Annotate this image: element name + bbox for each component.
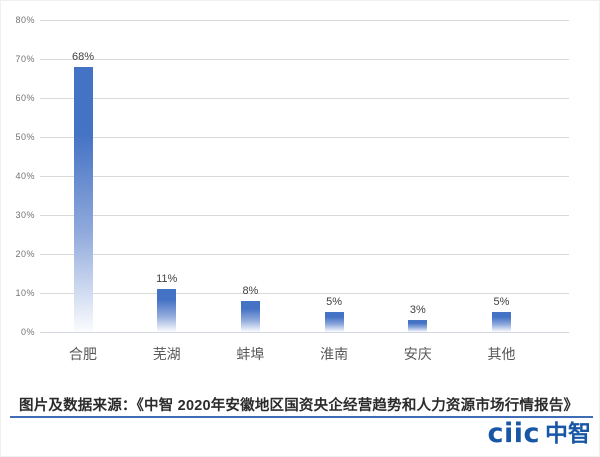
y-tick-label: 40% bbox=[15, 171, 35, 181]
y-tick-label: 80% bbox=[15, 15, 35, 25]
gridline bbox=[40, 58, 569, 60]
bar-value-label: 3% bbox=[409, 304, 426, 316]
divider-line bbox=[10, 416, 593, 418]
y-tick-label: 30% bbox=[15, 210, 35, 220]
x-category-label: 芜湖 bbox=[152, 346, 181, 362]
logo-cjk-text: 中智 bbox=[545, 420, 591, 446]
gridline bbox=[40, 292, 569, 294]
x-axis-line bbox=[40, 331, 569, 333]
bar-value-label: 5% bbox=[493, 296, 510, 308]
y-tick-label: 60% bbox=[15, 93, 35, 103]
gridline bbox=[40, 214, 569, 216]
x-category-label: 合肥 bbox=[69, 346, 97, 362]
y-tick-label: 70% bbox=[15, 54, 35, 64]
source-caption: 图片及数据来源：《中智 2020年安徽地区国资央企经营趋势和人力资源市场行情报告… bbox=[19, 398, 579, 414]
chart-bar bbox=[492, 312, 511, 332]
x-category-label: 蚌埠 bbox=[236, 346, 265, 362]
chart-bar bbox=[240, 301, 260, 332]
gridline bbox=[40, 97, 569, 99]
x-category-label: 安庆 bbox=[403, 346, 432, 362]
bar-value-label: 11% bbox=[156, 273, 178, 285]
bar-value-label: 5% bbox=[326, 296, 343, 308]
x-category-label: 其他 bbox=[487, 346, 516, 362]
logo-latin-text: ciic bbox=[487, 418, 540, 449]
chart-bar bbox=[73, 67, 93, 332]
x-category-label: 淮南 bbox=[320, 346, 349, 362]
figure-footer: 图片及数据来源：《中智 2020年安徽地区国资央企经营趋势和人力资源市场行情报告… bbox=[1, 386, 599, 456]
y-tick-label: 50% bbox=[15, 132, 35, 142]
bar-value-label: 8% bbox=[242, 285, 259, 297]
gridline bbox=[40, 19, 569, 21]
gridline bbox=[40, 136, 569, 138]
gridline bbox=[40, 175, 569, 177]
ciic-logo: ciic 中智 bbox=[487, 420, 591, 447]
chart-bar bbox=[408, 320, 428, 332]
chart-bar bbox=[157, 289, 177, 332]
y-tick-label: 0% bbox=[20, 327, 35, 337]
bar-value-label: 68% bbox=[71, 51, 95, 63]
bar-chart: 0% 10% 20% 30% 40% 50% 60% 70% 80% 68% 合肥 11% 芜湖 8% 蚌埠… bbox=[1, 1, 599, 386]
gridline bbox=[40, 253, 569, 255]
y-tick-label: 20% bbox=[15, 249, 35, 259]
chart-bar bbox=[324, 312, 344, 332]
y-tick-label: 10% bbox=[15, 288, 35, 298]
